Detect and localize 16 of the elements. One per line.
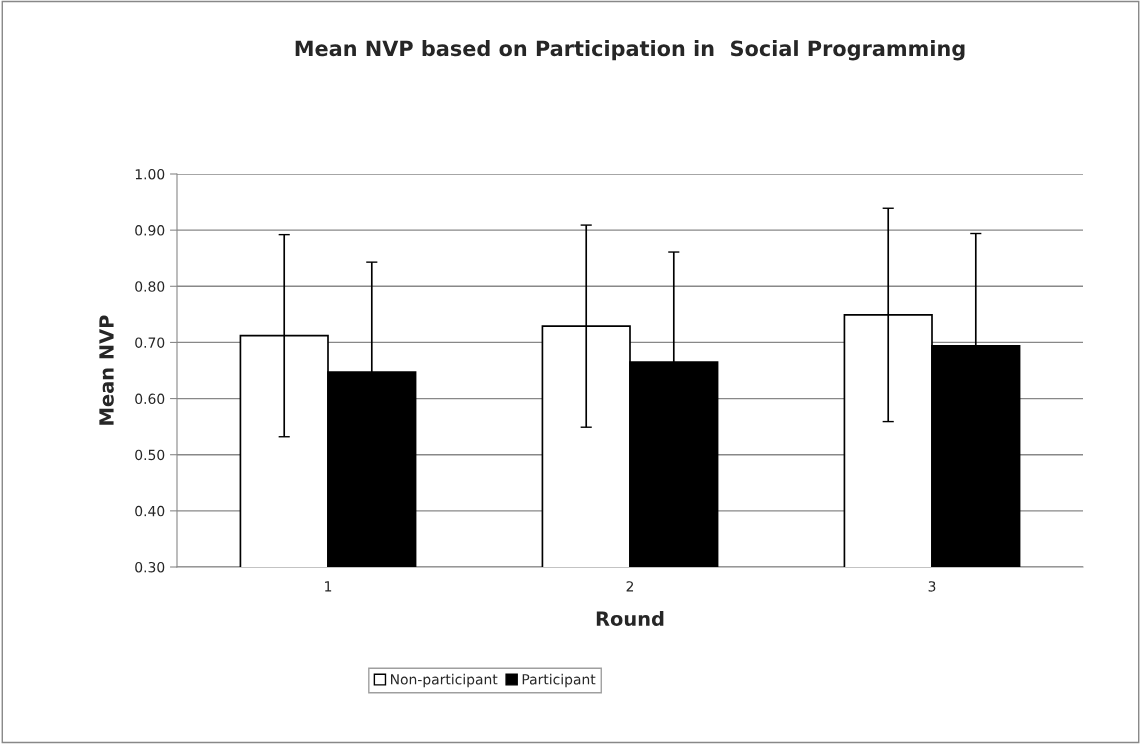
- x-tick-label: 1: [325, 581, 332, 592]
- legend-label: Non-participant: [391, 673, 498, 688]
- y-tick-label: 0.90: [135, 225, 165, 236]
- x-axis-title: Round: [596, 611, 664, 627]
- y-tick-label: 0.80: [135, 281, 165, 292]
- y-tick-label: 0.60: [135, 393, 165, 405]
- y-axis-title: Mean NVP: [99, 315, 114, 425]
- legend-label: Participant: [522, 673, 596, 688]
- chart-title: Mean NVP based on Participation in Social Programming: [295, 40, 965, 61]
- y-tick-label: 0.40: [135, 505, 165, 517]
- x-tick-label: 2: [626, 581, 634, 592]
- y-tick-label: 0.70: [135, 337, 165, 348]
- y-tick-label: 1.00: [135, 168, 165, 180]
- y-tick-label: 0.50: [135, 449, 165, 461]
- y-tick-label: 0.30: [135, 561, 165, 573]
- x-tick-label: 3: [928, 581, 936, 592]
